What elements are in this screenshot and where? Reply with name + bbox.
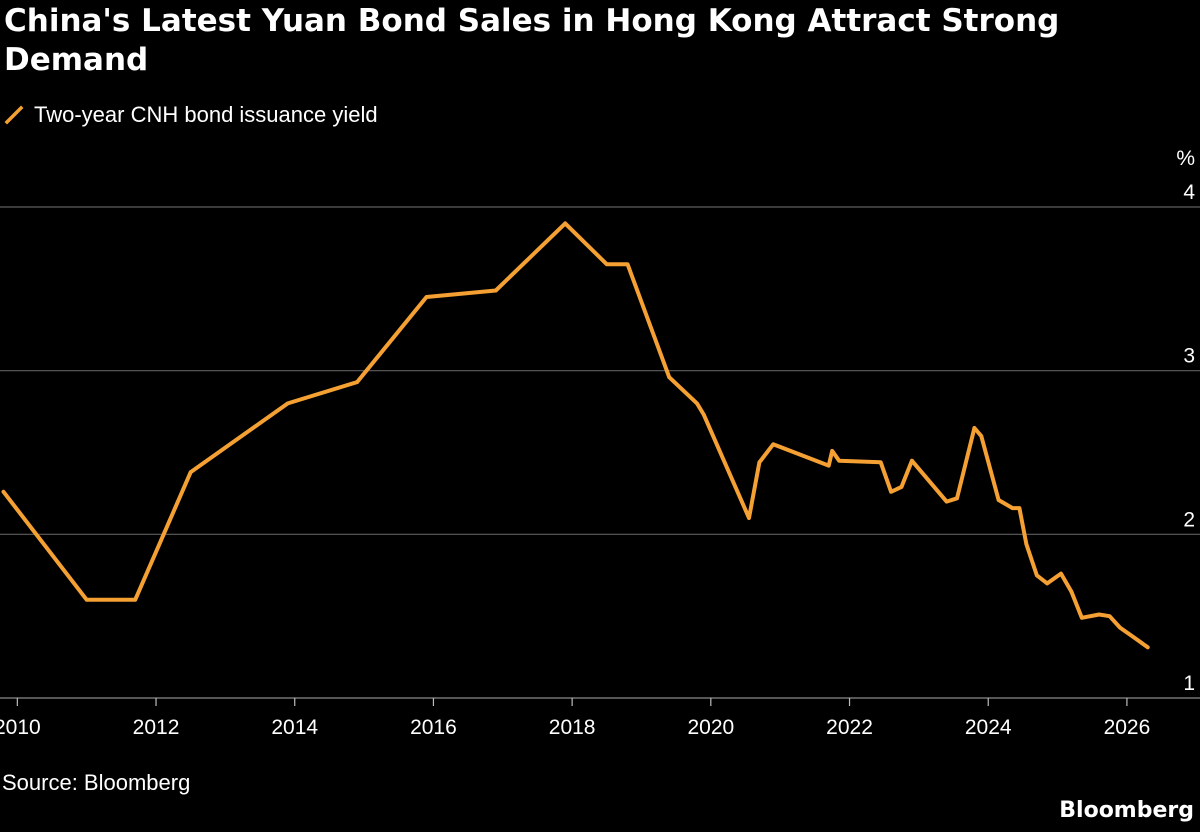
data-point bbox=[1132, 635, 1136, 640]
data-point bbox=[84, 598, 89, 602]
data-point bbox=[625, 262, 630, 267]
legend-swatch-icon bbox=[4, 105, 24, 125]
source-note: Source: Bloomberg bbox=[2, 770, 191, 795]
data-point bbox=[771, 442, 776, 447]
data-point bbox=[355, 380, 359, 384]
y-tick-label: 2 bbox=[1183, 508, 1195, 531]
data-point bbox=[1059, 571, 1063, 576]
data-point bbox=[494, 288, 498, 293]
data-point bbox=[955, 496, 959, 501]
data-point bbox=[944, 499, 949, 504]
data-point bbox=[1080, 616, 1084, 620]
data-point bbox=[910, 458, 914, 463]
x-tick-label: 2018 bbox=[549, 716, 596, 739]
data-point bbox=[1024, 542, 1029, 546]
data-point bbox=[1097, 612, 1101, 617]
y-tick-label: 3 bbox=[1183, 345, 1195, 368]
data-point bbox=[285, 401, 290, 406]
data-point bbox=[695, 401, 699, 406]
data-point bbox=[1010, 506, 1015, 510]
data-point bbox=[972, 426, 977, 430]
data-point bbox=[1034, 573, 1039, 578]
data-point bbox=[702, 413, 706, 417]
data-point bbox=[878, 460, 883, 465]
data-point bbox=[605, 262, 609, 267]
y-tick-label: 1 bbox=[1183, 672, 1195, 695]
legend: Two-year CNH bond issuance yield bbox=[4, 100, 378, 130]
data-point bbox=[188, 470, 193, 474]
x-tick-label: 2014 bbox=[271, 716, 318, 739]
x-tick-label: 2026 bbox=[1104, 716, 1151, 739]
x-tick-label: 2020 bbox=[687, 716, 734, 739]
x-tick-label: 2012 bbox=[133, 716, 180, 739]
data-point bbox=[899, 485, 904, 489]
data-point bbox=[667, 375, 672, 380]
data-point bbox=[424, 295, 429, 299]
data-point bbox=[1118, 625, 1122, 630]
series-line bbox=[1, 221, 1150, 650]
y-tick-label: 4 bbox=[1183, 181, 1195, 204]
chart-title: China's Latest Yuan Bond Sales in Hong K… bbox=[4, 3, 1060, 78]
legend-label: Two-year CNH bond issuance yield bbox=[34, 102, 378, 127]
y-axis-label: % bbox=[1176, 147, 1195, 170]
data-point bbox=[1, 489, 6, 494]
data-point bbox=[979, 434, 984, 438]
x-tick-label: 2024 bbox=[965, 716, 1012, 739]
data-point bbox=[563, 221, 567, 226]
data-point bbox=[1017, 506, 1022, 510]
data-point bbox=[837, 458, 841, 463]
data-point bbox=[1045, 581, 1049, 586]
data-point bbox=[830, 449, 834, 453]
data-point bbox=[747, 516, 751, 520]
data-point bbox=[133, 598, 138, 602]
data-point bbox=[1145, 645, 1150, 650]
x-tick-label: 2022 bbox=[826, 716, 873, 739]
x-tick-label: 2010 bbox=[0, 716, 41, 739]
data-point bbox=[826, 463, 831, 468]
data-point bbox=[996, 498, 1001, 502]
data-point bbox=[1069, 589, 1074, 594]
x-tick-label: 2016 bbox=[410, 716, 457, 739]
data-point bbox=[889, 489, 893, 494]
data-point bbox=[757, 460, 762, 465]
bloomberg-logo: Bloomberg bbox=[1059, 798, 1194, 823]
data-point bbox=[1107, 614, 1112, 618]
